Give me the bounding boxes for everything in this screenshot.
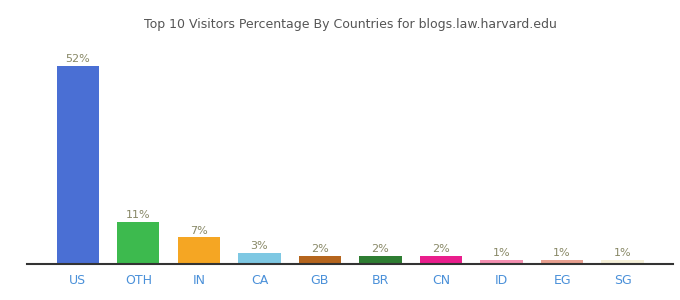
Bar <box>117 222 160 264</box>
Bar <box>601 260 644 264</box>
Bar <box>238 253 281 264</box>
Text: 7%: 7% <box>190 226 207 236</box>
Text: 1%: 1% <box>493 248 511 258</box>
Text: 2%: 2% <box>432 244 450 254</box>
Bar <box>56 66 99 264</box>
Text: 1%: 1% <box>614 248 632 258</box>
Bar <box>177 237 220 264</box>
Text: 2%: 2% <box>311 244 329 254</box>
Bar <box>359 256 402 264</box>
Text: 11%: 11% <box>126 210 150 220</box>
Text: 3%: 3% <box>250 241 268 251</box>
Bar <box>420 256 462 264</box>
Text: 52%: 52% <box>65 55 90 64</box>
Title: Top 10 Visitors Percentage By Countries for blogs.law.harvard.edu: Top 10 Visitors Percentage By Countries … <box>143 18 557 31</box>
Bar <box>299 256 341 264</box>
Text: 1%: 1% <box>554 248 571 258</box>
Text: 2%: 2% <box>371 244 390 254</box>
Bar <box>541 260 583 264</box>
Bar <box>480 260 523 264</box>
